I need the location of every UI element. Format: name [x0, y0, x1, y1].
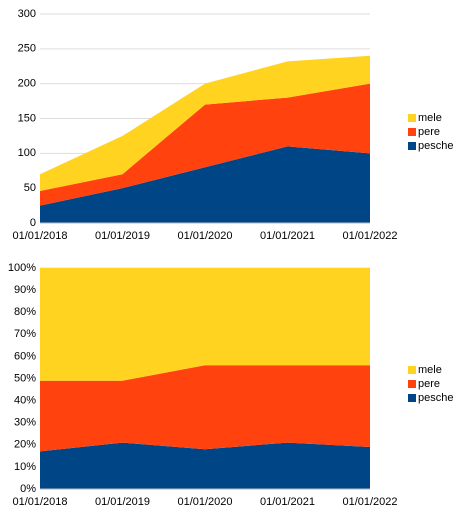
y-tick-label: 30%: [14, 417, 36, 429]
y-tick-label: 200: [18, 78, 36, 90]
legend-label: pesche: [418, 392, 453, 404]
y-tick-label: 50: [24, 182, 36, 194]
y-tick-label: 0: [30, 217, 36, 229]
x-tick-label: 01/01/2020: [177, 496, 232, 508]
y-tick-label: 150: [18, 112, 36, 124]
legend-swatch: [408, 380, 416, 388]
y-tick-label: 20%: [14, 439, 36, 451]
x-tick-label: 01/01/2022: [342, 230, 397, 242]
x-tick-label: 01/01/2021: [260, 230, 315, 242]
legend-label: mele: [418, 364, 442, 376]
y-tick-label: 40%: [14, 395, 36, 407]
legend-swatch: [408, 366, 416, 374]
y-tick-label: 100: [18, 147, 36, 159]
x-tick-label: 01/01/2020: [177, 230, 232, 242]
y-tick-label: 90%: [14, 284, 36, 296]
legend-swatch: [408, 142, 416, 150]
y-tick-label: 0%: [20, 483, 36, 495]
y-tick-label: 100%: [8, 262, 36, 274]
y-tick-label: 50%: [14, 372, 36, 384]
y-tick-label: 60%: [14, 350, 36, 362]
area: [40, 268, 370, 381]
area: [40, 55, 370, 191]
legend-label: pere: [418, 126, 440, 138]
legend-swatch: [408, 394, 416, 402]
legend-swatch: [408, 114, 416, 122]
x-tick-label: 01/01/2018: [12, 496, 67, 508]
x-tick-label: 01/01/2019: [95, 230, 150, 242]
area: [40, 442, 370, 489]
y-tick-label: 80%: [14, 306, 36, 318]
x-tick-label: 01/01/2021: [260, 496, 315, 508]
legend-label: pesche: [418, 140, 453, 152]
y-tick-label: 250: [18, 43, 36, 55]
x-tick-label: 01/01/2022: [342, 496, 397, 508]
area: [40, 365, 370, 452]
area: [40, 146, 370, 223]
legend-swatch: [408, 128, 416, 136]
area: [40, 83, 370, 206]
x-tick-label: 01/01/2019: [95, 496, 150, 508]
legend-label: pere: [418, 378, 440, 390]
y-tick-label: 10%: [14, 461, 36, 473]
y-tick-label: 300: [18, 8, 36, 20]
legend-label: mele: [418, 112, 442, 124]
x-tick-label: 01/01/2018: [12, 230, 67, 242]
y-tick-label: 70%: [14, 328, 36, 340]
